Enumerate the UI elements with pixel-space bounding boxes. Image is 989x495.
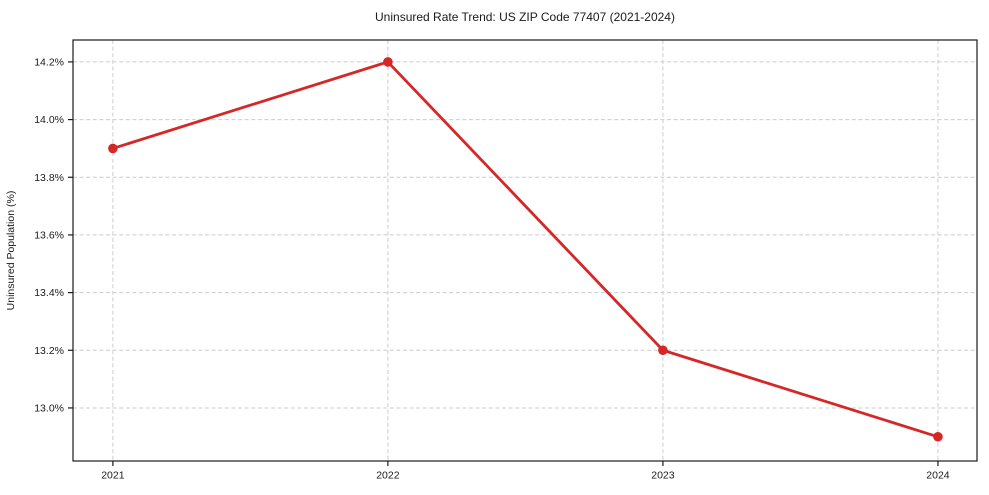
- y-axis-title: Uninsured Population (%): [5, 191, 17, 311]
- y-tick-label: 13.8%: [34, 172, 64, 184]
- plot-background: [73, 40, 977, 461]
- data-point-2021: [108, 143, 118, 154]
- y-tick-label: 13.6%: [34, 230, 64, 242]
- x-tick-label: 2024: [926, 470, 950, 482]
- x-tick-label: 2021: [101, 470, 125, 482]
- data-point-2024: [933, 431, 943, 442]
- data-point-2022: [383, 57, 393, 67]
- trend-line: [111, 60, 940, 439]
- x-tick-label: 2023: [651, 470, 675, 482]
- chart-title: Uninsured Rate Trend: US ZIP Code 77407 …: [375, 10, 675, 24]
- y-tick-label: 13.4%: [34, 287, 64, 299]
- data-point-2023: [658, 345, 668, 356]
- y-tick-label: 13.2%: [34, 345, 64, 357]
- x-tick-label: 2022: [376, 470, 400, 482]
- y-tick-label: 13.0%: [34, 403, 64, 415]
- y-tick-label: 14.2%: [34, 57, 64, 69]
- plot-border: [72, 39, 978, 462]
- y-tick-label: 14.0%: [34, 114, 64, 126]
